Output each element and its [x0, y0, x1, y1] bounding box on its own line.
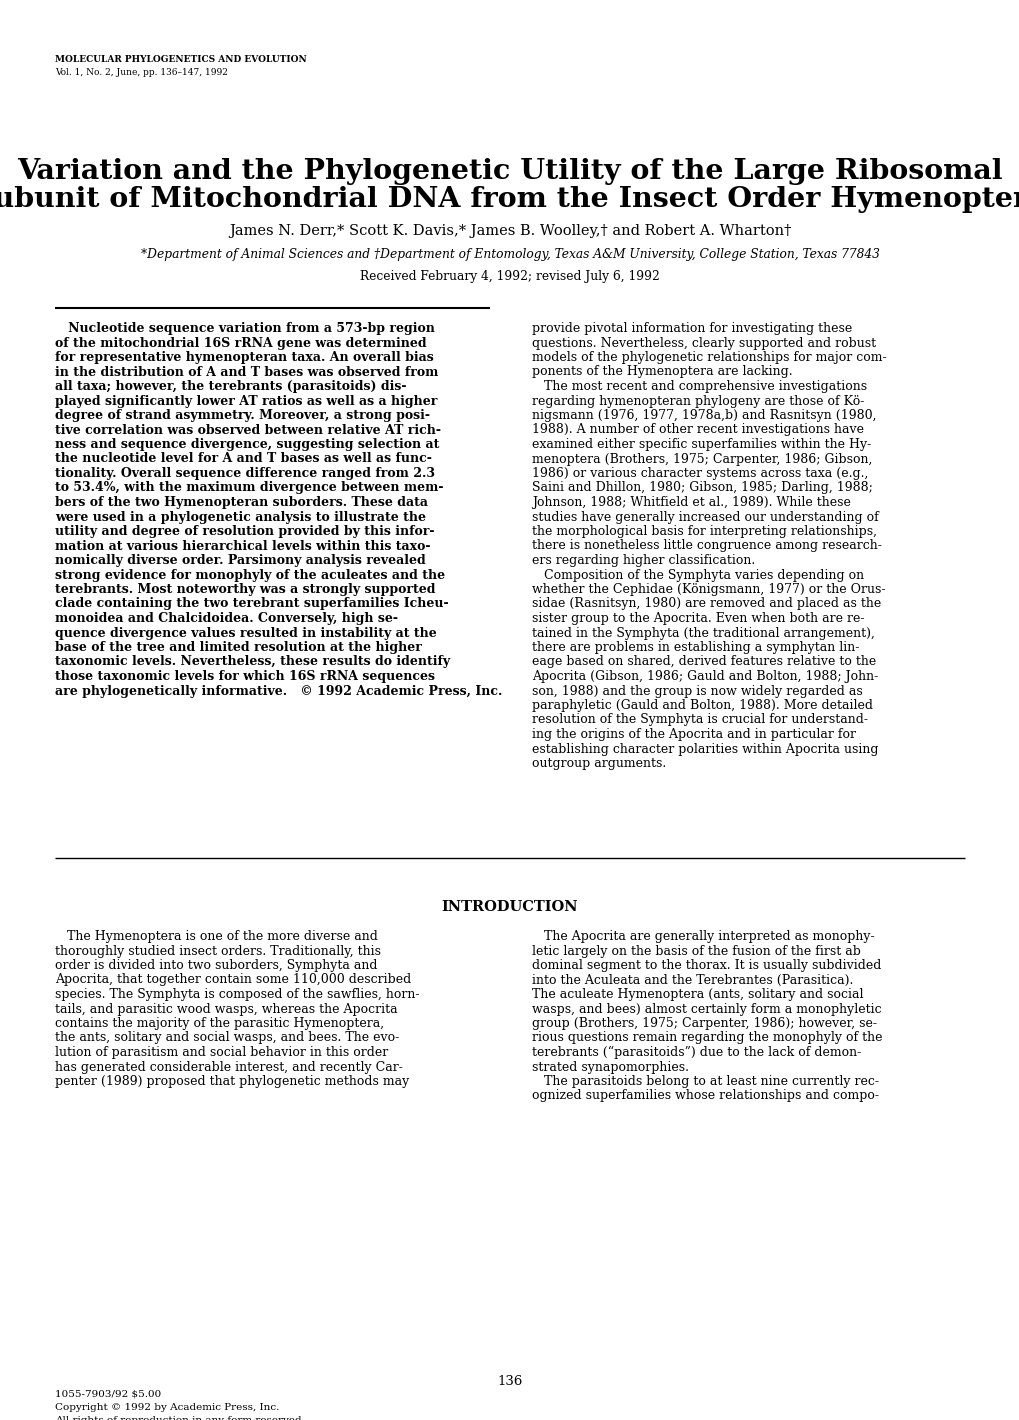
Text: those taxonomic levels for which 16S rRNA sequences: those taxonomic levels for which 16S rRN…: [55, 670, 434, 683]
Text: ness and sequence divergence, suggesting selection at: ness and sequence divergence, suggesting…: [55, 437, 439, 452]
Text: outgroup arguments.: outgroup arguments.: [532, 757, 665, 770]
Text: bers of the two Hymenopteran suborders. These data: bers of the two Hymenopteran suborders. …: [55, 496, 428, 508]
Text: penter (1989) proposed that phylogenetic methods may: penter (1989) proposed that phylogenetic…: [55, 1075, 409, 1088]
Text: to 53.4%, with the maximum divergence between mem-: to 53.4%, with the maximum divergence be…: [55, 481, 443, 494]
Text: contains the majority of the parasitic Hymenoptera,: contains the majority of the parasitic H…: [55, 1017, 384, 1030]
Text: the nucleotide level for A and T bases as well as func-: the nucleotide level for A and T bases a…: [55, 453, 431, 466]
Text: Received February 4, 1992; revised July 6, 1992: Received February 4, 1992; revised July …: [360, 270, 659, 283]
Text: Copyright © 1992 by Academic Press, Inc.: Copyright © 1992 by Academic Press, Inc.: [55, 1403, 279, 1411]
Text: ognized superfamilies whose relationships and compo-: ognized superfamilies whose relationship…: [532, 1089, 878, 1102]
Text: species. The Symphyta is composed of the sawflies, horn-: species. The Symphyta is composed of the…: [55, 988, 419, 1001]
Text: INTRODUCTION: INTRODUCTION: [441, 900, 578, 914]
Text: base of the tree and limited resolution at the higher: base of the tree and limited resolution …: [55, 640, 422, 655]
Text: were used in a phylogenetic analysis to illustrate the: were used in a phylogenetic analysis to …: [55, 511, 426, 524]
Text: all taxa; however, the terebrants (parasitoids) dis-: all taxa; however, the terebrants (paras…: [55, 381, 407, 393]
Text: 136: 136: [497, 1375, 522, 1387]
Text: tive correlation was observed between relative AT rich-: tive correlation was observed between re…: [55, 423, 440, 436]
Text: group (Brothers, 1975; Carpenter, 1986); however, se-: group (Brothers, 1975; Carpenter, 1986);…: [532, 1017, 876, 1030]
Text: Saini and Dhillon, 1980; Gibson, 1985; Darling, 1988;: Saini and Dhillon, 1980; Gibson, 1985; D…: [532, 481, 872, 494]
Text: taxonomic levels. Nevertheless, these results do identify: taxonomic levels. Nevertheless, these re…: [55, 656, 449, 669]
Text: there is nonetheless little congruence among research-: there is nonetheless little congruence a…: [532, 540, 881, 552]
Text: Vol. 1, No. 2, June, pp. 136–147, 1992: Vol. 1, No. 2, June, pp. 136–147, 1992: [55, 68, 227, 77]
Text: Subunit of Mitochondrial DNA from the Insect Order Hymenoptera: Subunit of Mitochondrial DNA from the In…: [0, 186, 1019, 213]
Text: regarding hymenopteran phylogeny are those of Kö-: regarding hymenopteran phylogeny are tho…: [532, 395, 863, 408]
Text: menoptera (Brothers, 1975; Carpenter, 1986; Gibson,: menoptera (Brothers, 1975; Carpenter, 19…: [532, 453, 871, 466]
Text: Variation and the Phylogenetic Utility of the Large Ribosomal: Variation and the Phylogenetic Utility o…: [17, 158, 1002, 185]
Text: studies have generally increased our understanding of: studies have generally increased our und…: [532, 511, 878, 524]
Text: Apocrita (Gibson, 1986; Gauld and Bolton, 1988; John-: Apocrita (Gibson, 1986; Gauld and Bolton…: [532, 670, 877, 683]
Text: into the Aculeata and the Terebrantes (Parasitica).: into the Aculeata and the Terebrantes (P…: [532, 974, 853, 987]
Text: son, 1988) and the group is now widely regarded as: son, 1988) and the group is now widely r…: [532, 684, 862, 697]
Text: monoidea and Chalcidoidea. Conversely, high se-: monoidea and Chalcidoidea. Conversely, h…: [55, 612, 397, 625]
Text: strong evidence for monophyly of the aculeates and the: strong evidence for monophyly of the acu…: [55, 568, 444, 582]
Text: provide pivotal information for investigating these: provide pivotal information for investig…: [532, 322, 852, 335]
Text: order is divided into two suborders, Symphyta and: order is divided into two suborders, Sym…: [55, 959, 377, 973]
Text: the morphological basis for interpreting relationships,: the morphological basis for interpreting…: [532, 525, 876, 538]
Text: thoroughly studied insect orders. Traditionally, this: thoroughly studied insect orders. Tradit…: [55, 944, 381, 957]
Text: Johnson, 1988; Whitfield et al., 1989). While these: Johnson, 1988; Whitfield et al., 1989). …: [532, 496, 850, 508]
Text: Nucleotide sequence variation from a 573-bp region: Nucleotide sequence variation from a 573…: [55, 322, 434, 335]
Text: nomically diverse order. Parsimony analysis revealed: nomically diverse order. Parsimony analy…: [55, 554, 425, 567]
Text: wasps, and bees) almost certainly form a monophyletic: wasps, and bees) almost certainly form a…: [532, 1003, 880, 1015]
Text: ers regarding higher classification.: ers regarding higher classification.: [532, 554, 754, 567]
Text: 1986) or various character systems across taxa (e.g.,: 1986) or various character systems acros…: [532, 467, 867, 480]
Text: sidae (Rasnitsyn, 1980) are removed and placed as the: sidae (Rasnitsyn, 1980) are removed and …: [532, 598, 880, 611]
Text: has generated considerable interest, and recently Car-: has generated considerable interest, and…: [55, 1061, 403, 1074]
Text: ponents of the Hymenoptera are lacking.: ponents of the Hymenoptera are lacking.: [532, 365, 792, 379]
Text: All rights of reproduction in any form reserved.: All rights of reproduction in any form r…: [55, 1416, 305, 1420]
Text: 1988). A number of other recent investigations have: 1988). A number of other recent investig…: [532, 423, 863, 436]
Text: models of the phylogenetic relationships for major com-: models of the phylogenetic relationships…: [532, 351, 886, 364]
Text: MOLECULAR PHYLOGENETICS AND EVOLUTION: MOLECULAR PHYLOGENETICS AND EVOLUTION: [55, 55, 307, 64]
Text: terebrants. Most noteworthy was a strongly supported: terebrants. Most noteworthy was a strong…: [55, 584, 435, 596]
Text: Apocrita, that together contain some 110,000 described: Apocrita, that together contain some 110…: [55, 974, 411, 987]
Text: are phylogenetically informative.   © 1992 Academic Press, Inc.: are phylogenetically informative. © 1992…: [55, 684, 502, 697]
Text: sister group to the Apocrita. Even when both are re-: sister group to the Apocrita. Even when …: [532, 612, 864, 625]
Text: 1055-7903/92 $5.00: 1055-7903/92 $5.00: [55, 1390, 161, 1399]
Text: in the distribution of A and T bases was observed from: in the distribution of A and T bases was…: [55, 365, 438, 379]
Text: terebrants (“parasitoids”) due to the lack of demon-: terebrants (“parasitoids”) due to the la…: [532, 1047, 860, 1059]
Text: clade containing the two terebrant superfamilies Icheu-: clade containing the two terebrant super…: [55, 598, 448, 611]
Text: degree of strand asymmetry. Moreover, a strong posi-: degree of strand asymmetry. Moreover, a …: [55, 409, 430, 422]
Text: letic largely on the basis of the fusion of the first ab: letic largely on the basis of the fusion…: [532, 944, 860, 957]
Text: tails, and parasitic wood wasps, whereas the Apocrita: tails, and parasitic wood wasps, whereas…: [55, 1003, 397, 1015]
Text: mation at various hierarchical levels within this taxo-: mation at various hierarchical levels wi…: [55, 540, 430, 552]
Text: utility and degree of resolution provided by this infor-: utility and degree of resolution provide…: [55, 525, 434, 538]
Text: establishing character polarities within Apocrita using: establishing character polarities within…: [532, 743, 877, 755]
Text: dominal segment to the thorax. It is usually subdivided: dominal segment to the thorax. It is usu…: [532, 959, 880, 973]
Text: played significantly lower AT ratios as well as a higher: played significantly lower AT ratios as …: [55, 395, 437, 408]
Text: resolution of the Symphyta is crucial for understand-: resolution of the Symphyta is crucial fo…: [532, 713, 867, 727]
Text: nigsmann (1976, 1977, 1978a,b) and Rasnitsyn (1980,: nigsmann (1976, 1977, 1978a,b) and Rasni…: [532, 409, 875, 422]
Text: *Department of Animal Sciences and †Department of Entomology, Texas A&M Universi: *Department of Animal Sciences and †Depa…: [141, 248, 878, 261]
Text: questions. Nevertheless, clearly supported and robust: questions. Nevertheless, clearly support…: [532, 337, 875, 349]
Text: The parasitoids belong to at least nine currently rec-: The parasitoids belong to at least nine …: [532, 1075, 878, 1088]
Text: The Hymenoptera is one of the more diverse and: The Hymenoptera is one of the more diver…: [55, 930, 377, 943]
Text: for representative hymenopteran taxa. An overall bias: for representative hymenopteran taxa. An…: [55, 351, 433, 364]
Text: The most recent and comprehensive investigations: The most recent and comprehensive invest…: [532, 381, 866, 393]
Text: lution of parasitism and social behavior in this order: lution of parasitism and social behavior…: [55, 1047, 388, 1059]
Text: the ants, solitary and social wasps, and bees. The evo-: the ants, solitary and social wasps, and…: [55, 1031, 398, 1045]
Text: eage based on shared, derived features relative to the: eage based on shared, derived features r…: [532, 656, 875, 669]
Text: The aculeate Hymenoptera (ants, solitary and social: The aculeate Hymenoptera (ants, solitary…: [532, 988, 863, 1001]
Text: tained in the Symphyta (the traditional arrangement),: tained in the Symphyta (the traditional …: [532, 626, 874, 639]
Text: whether the Cephidae (Königsmann, 1977) or the Orus-: whether the Cephidae (Königsmann, 1977) …: [532, 584, 884, 596]
Text: examined either specific superfamilies within the Hy-: examined either specific superfamilies w…: [532, 437, 870, 452]
Text: tionality. Overall sequence difference ranged from 2.3: tionality. Overall sequence difference r…: [55, 467, 434, 480]
Text: of the mitochondrial 16S rRNA gene was determined: of the mitochondrial 16S rRNA gene was d…: [55, 337, 426, 349]
Text: James N. Derr,* Scott K. Davis,* James B. Woolley,† and Robert A. Wharton†: James N. Derr,* Scott K. Davis,* James B…: [228, 224, 791, 239]
Text: The Apocrita are generally interpreted as monophy-: The Apocrita are generally interpreted a…: [532, 930, 873, 943]
Text: ing the origins of the Apocrita and in particular for: ing the origins of the Apocrita and in p…: [532, 728, 855, 741]
Text: quence divergence values resulted in instability at the: quence divergence values resulted in ins…: [55, 626, 436, 639]
Text: rious questions remain regarding the monophyly of the: rious questions remain regarding the mon…: [532, 1031, 881, 1045]
Text: strated synapomorphies.: strated synapomorphies.: [532, 1061, 688, 1074]
Text: there are problems in establishing a symphytan lin-: there are problems in establishing a sym…: [532, 640, 859, 655]
Text: paraphyletic (Gauld and Bolton, 1988). More detailed: paraphyletic (Gauld and Bolton, 1988). M…: [532, 699, 872, 711]
Text: Composition of the Symphyta varies depending on: Composition of the Symphyta varies depen…: [532, 568, 863, 582]
